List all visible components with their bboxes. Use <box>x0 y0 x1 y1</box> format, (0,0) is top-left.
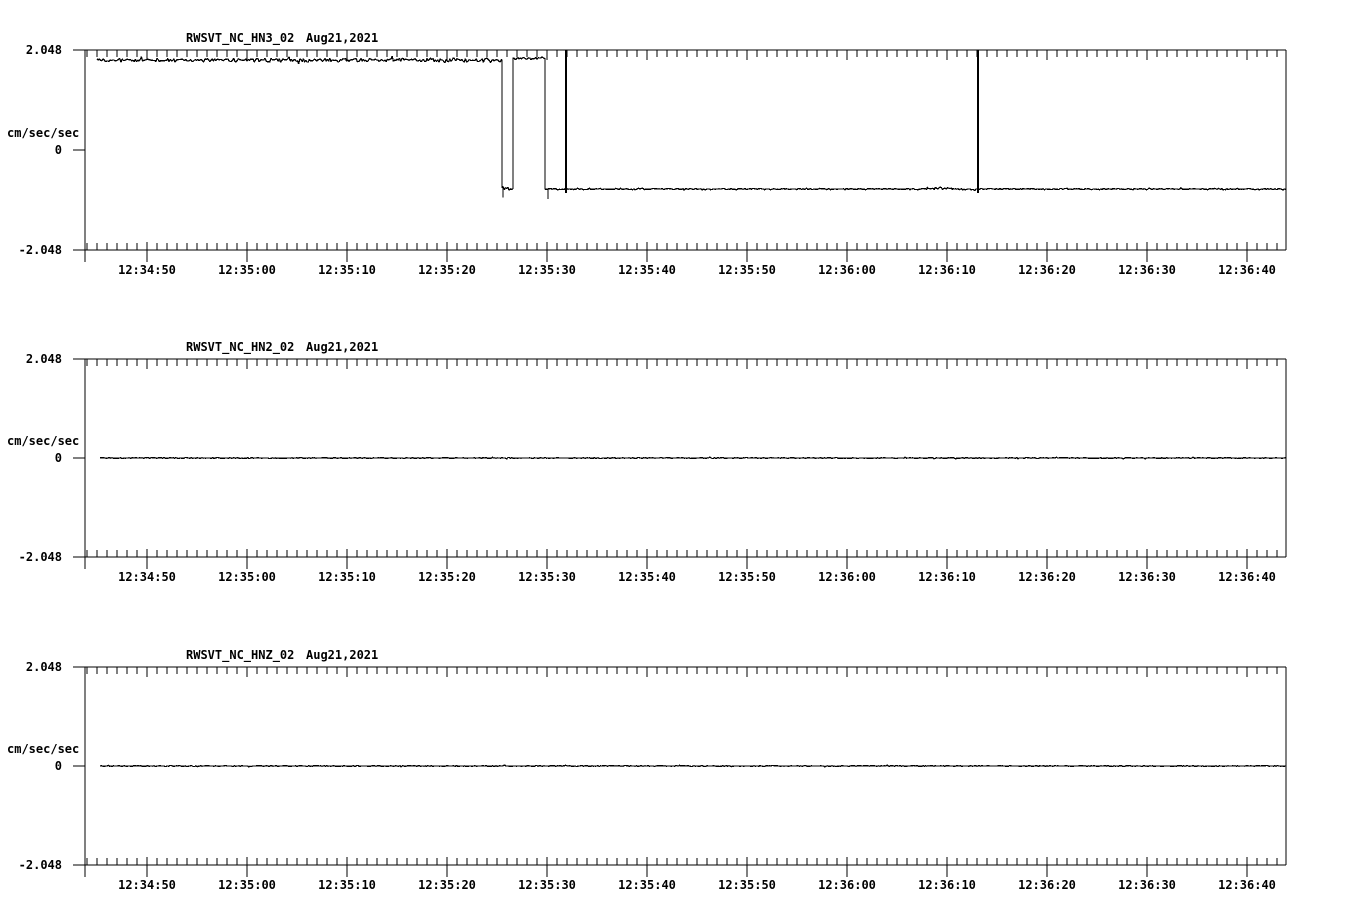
y-axis-units-label: cm/sec/sec <box>7 126 80 140</box>
x-tick-label: 12:36:10 <box>918 263 976 277</box>
y-tick-label-max: 2.048 <box>25 660 62 674</box>
x-tick-label: 12:35:10 <box>318 878 376 892</box>
x-tick-label: 12:36:20 <box>1018 263 1076 277</box>
x-tick-label: 12:35:00 <box>218 263 276 277</box>
x-tick-label: 12:35:00 <box>218 878 276 892</box>
x-tick-label: 12:36:10 <box>918 570 976 584</box>
date-label: Aug21,2021 <box>306 648 379 662</box>
waveform-trace-panel-0 <box>96 50 1287 199</box>
x-tick-label: 12:35:20 <box>418 263 476 277</box>
date-label: Aug21,2021 <box>306 31 379 45</box>
waveform-trace-panel-2 <box>99 764 1287 768</box>
x-tick-label: 12:34:50 <box>118 878 176 892</box>
x-tick-label: 12:35:40 <box>618 570 676 584</box>
x-tick-label: 12:36:10 <box>918 878 976 892</box>
x-tick-label: 12:35:50 <box>718 570 776 584</box>
y-axis-units-label: cm/sec/sec <box>7 742 80 756</box>
x-tick-label: 12:35:10 <box>318 263 376 277</box>
x-tick-label: 12:36:00 <box>818 878 876 892</box>
x-tick-label: 12:35:00 <box>218 570 276 584</box>
x-tick-label: 12:35:50 <box>718 263 776 277</box>
axis-box-panel-2 <box>73 666 1287 877</box>
y-axis-units-label: cm/sec/sec <box>7 434 80 448</box>
x-tick-label: 12:36:20 <box>1018 570 1076 584</box>
x-tick-label: 12:35:20 <box>418 570 476 584</box>
x-tick-label: 12:36:40 <box>1218 263 1276 277</box>
x-tick-label: 12:35:10 <box>318 570 376 584</box>
waveform-trace-panel-1 <box>99 456 1287 460</box>
x-tick-label: 12:35:50 <box>718 878 776 892</box>
y-tick-label-zero: 0 <box>54 143 62 157</box>
x-tick-label: 12:36:20 <box>1018 878 1076 892</box>
axis-box-panel-1 <box>73 358 1287 569</box>
x-tick-label: 12:34:50 <box>118 570 176 584</box>
y-tick-label-max: 2.048 <box>25 352 62 366</box>
station-channel-label: RWSVT_NC_HN2_02 <box>186 340 295 354</box>
x-tick-label: 12:35:40 <box>618 263 676 277</box>
y-tick-label-max: 2.048 <box>25 43 62 57</box>
x-tick-label: 12:36:00 <box>818 570 876 584</box>
x-tick-label: 12:35:30 <box>518 878 576 892</box>
station-channel-label: RWSVT_NC_HNZ_02 <box>186 648 295 662</box>
x-tick-label: 12:36:00 <box>818 263 876 277</box>
axis-box-panel-0 <box>73 49 1287 262</box>
y-tick-label-min: -2.048 <box>18 858 62 872</box>
x-tick-label: 12:36:30 <box>1118 263 1176 277</box>
date-label: Aug21,2021 <box>306 340 379 354</box>
y-tick-label-zero: 0 <box>54 451 62 465</box>
x-tick-label: 12:35:30 <box>518 263 576 277</box>
x-tick-label: 12:34:50 <box>118 263 176 277</box>
x-tick-label: 12:36:40 <box>1218 878 1276 892</box>
y-tick-label-min: -2.048 <box>18 243 62 257</box>
x-tick-label: 12:35:30 <box>518 570 576 584</box>
y-tick-label-min: -2.048 <box>18 550 62 564</box>
x-tick-label: 12:35:40 <box>618 878 676 892</box>
station-channel-label: RWSVT_NC_HN3_02 <box>186 31 295 45</box>
x-tick-label: 12:36:40 <box>1218 570 1276 584</box>
y-tick-label-zero: 0 <box>54 759 62 773</box>
x-tick-label: 12:35:20 <box>418 878 476 892</box>
x-tick-label: 12:36:30 <box>1118 570 1176 584</box>
x-tick-label: 12:36:30 <box>1118 878 1176 892</box>
